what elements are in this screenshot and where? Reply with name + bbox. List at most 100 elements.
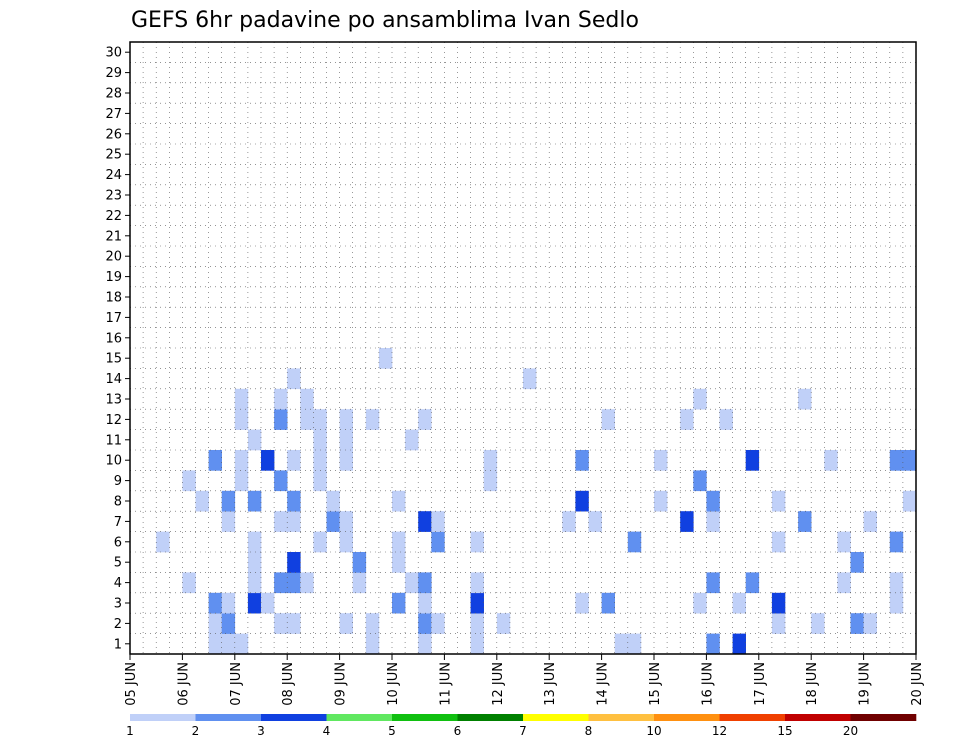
x-tick-label: 10 JUN <box>386 662 401 706</box>
y-tick-label: 7 <box>114 515 122 530</box>
heatmap-cell <box>601 409 615 430</box>
heatmap-cell <box>182 572 196 594</box>
colorbar-level-label: 8 <box>585 724 593 738</box>
heatmap-cell <box>326 490 340 512</box>
heatmap-cell <box>418 572 432 594</box>
heatmap-cell <box>392 592 406 614</box>
heatmap-cell <box>811 613 825 634</box>
heatmap-cell <box>706 511 720 532</box>
heatmap-cell <box>575 490 589 512</box>
y-tick-label: 25 <box>105 148 122 163</box>
heatmap-cell <box>274 470 288 492</box>
colorbar-swatch <box>130 714 196 721</box>
colorbar-swatch <box>392 714 458 721</box>
colorbar-swatch <box>261 714 327 721</box>
x-tick-label: 11 JUN <box>438 662 453 706</box>
heatmap-cell <box>824 450 838 471</box>
heatmap-cell <box>247 490 262 512</box>
colorbar-swatch <box>457 714 524 721</box>
heatmap-cell <box>680 511 694 532</box>
heatmap-cell <box>221 490 236 512</box>
heatmap-cell <box>418 613 432 634</box>
heatmap-cell <box>771 490 786 512</box>
x-tick-label: 15 JUN <box>648 662 663 706</box>
heatmap-cell <box>601 592 615 614</box>
heatmap-cell <box>693 388 707 410</box>
colorbar-swatch <box>654 714 720 721</box>
heatmap-cell <box>771 613 786 634</box>
heatmap-cell <box>889 450 904 471</box>
heatmap-cell <box>300 409 314 430</box>
heatmap-cell <box>654 450 668 471</box>
heatmap-cell <box>418 511 432 532</box>
colorbar-swatch <box>588 714 655 721</box>
heatmap-cell <box>863 613 877 634</box>
x-tick-label: 18 JUN <box>805 662 820 706</box>
colorbar-level-label: 4 <box>323 724 331 738</box>
heatmap-cell <box>496 613 511 634</box>
heatmap-cell <box>261 592 275 614</box>
colorbar-level-label: 12 <box>712 724 727 738</box>
x-tick-label: 17 JUN <box>753 662 768 706</box>
heatmap-cell <box>352 572 367 594</box>
y-tick-label: 15 <box>105 352 122 367</box>
heatmap-cell <box>300 388 314 410</box>
heatmap-cell <box>378 348 393 369</box>
y-tick-label: 23 <box>105 189 122 204</box>
heatmap-cells <box>156 348 917 655</box>
heatmap-cell <box>234 388 249 410</box>
colorbar-level-label: 6 <box>454 724 462 738</box>
heatmap-cell <box>221 613 236 634</box>
heatmap-cell <box>523 368 537 390</box>
heatmap-cell <box>261 450 275 471</box>
y-tick-label: 28 <box>105 87 122 102</box>
heatmap-cell <box>208 592 222 614</box>
heatmap-cell <box>287 450 301 471</box>
heatmap-cell <box>771 531 786 553</box>
heatmap-cell <box>418 409 432 430</box>
y-tick-label: 24 <box>105 168 122 183</box>
heatmap-cell <box>339 429 353 451</box>
heatmap-cell <box>850 552 864 573</box>
heatmap-cell <box>483 450 498 471</box>
colorbar-level-label: 15 <box>777 724 792 738</box>
heatmap-cell <box>365 409 380 430</box>
heatmap-cell <box>195 490 209 512</box>
heatmap-cell <box>313 450 327 471</box>
heatmap-cell <box>339 409 353 430</box>
y-tick-label: 5 <box>114 556 122 571</box>
heatmap-cell <box>287 490 301 512</box>
heatmap-cell <box>470 613 484 634</box>
heatmap-cell <box>221 592 236 614</box>
heatmap-cell <box>588 511 602 532</box>
heatmap-cell <box>313 470 327 492</box>
heatmap-cell <box>287 613 301 634</box>
y-tick-label: 4 <box>114 576 122 591</box>
heatmap-cell <box>247 572 262 594</box>
heatmap-cell <box>313 409 327 430</box>
x-tick-label: 19 JUN <box>858 662 873 706</box>
heatmap-cell <box>156 531 170 553</box>
x-tick-label: 08 JUN <box>281 662 296 706</box>
heatmap-cell <box>339 511 353 532</box>
heatmap-cell <box>221 511 236 532</box>
heatmap-cell <box>234 450 249 471</box>
x-tick-label: 16 JUN <box>700 662 715 706</box>
heatmap-cell <box>208 633 222 655</box>
heatmap-cell <box>627 633 642 655</box>
y-tick-label: 2 <box>114 617 122 632</box>
y-tick-label: 13 <box>105 393 122 408</box>
heatmap-cell <box>693 470 707 492</box>
heatmap-cell <box>693 592 707 614</box>
colorbar: 1 2 3 4 5 6 7 8 10 12 15 20 <box>126 714 917 738</box>
y-tick-label: 18 <box>105 291 122 306</box>
heatmap-cell <box>732 592 746 614</box>
heatmap-cell <box>850 613 864 634</box>
heatmap-cell <box>902 450 917 471</box>
y-tick-label: 26 <box>105 127 122 142</box>
heatmap-cell <box>274 409 288 430</box>
heatmap-cell <box>247 429 262 451</box>
heatmap-cell <box>234 470 249 492</box>
heatmap-cell <box>339 450 353 471</box>
